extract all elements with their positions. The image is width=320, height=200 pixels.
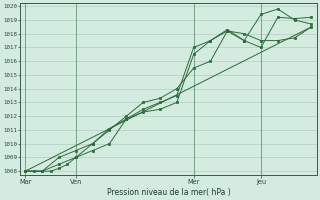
- X-axis label: Pression niveau de la mer( hPa ): Pression niveau de la mer( hPa ): [107, 188, 230, 197]
